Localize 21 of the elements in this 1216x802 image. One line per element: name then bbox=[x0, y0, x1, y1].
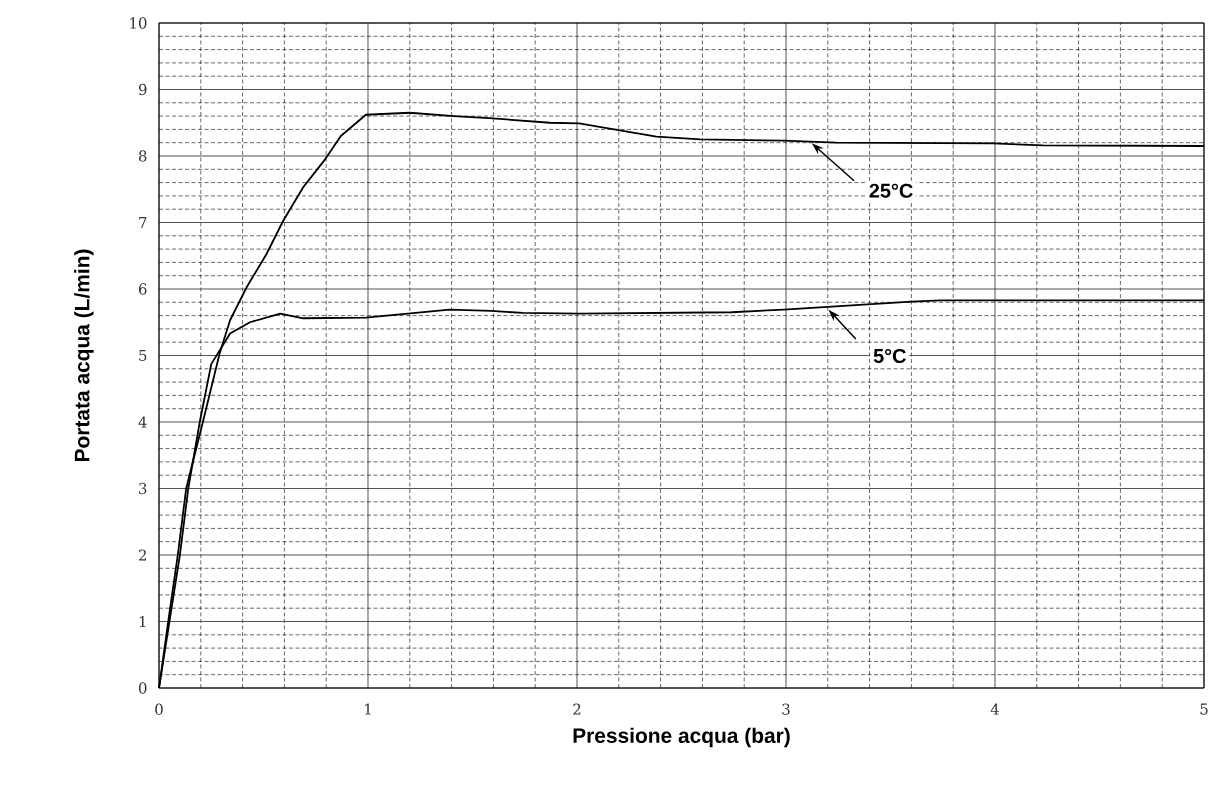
y-tick-label: 0 bbox=[138, 682, 147, 694]
x-tick-label: 1 bbox=[365, 703, 371, 715]
y-tick-label: 8 bbox=[138, 150, 147, 162]
x-tick-label: 5 bbox=[1200, 703, 1208, 715]
y-tick-label: 4 bbox=[138, 416, 147, 428]
y-tick-label: 7 bbox=[139, 217, 147, 228]
y-tick-label: 3 bbox=[139, 482, 147, 495]
x-tick-label: 3 bbox=[782, 703, 790, 715]
annotation: 5°C bbox=[873, 348, 906, 363]
y-tick-label: 1 bbox=[139, 615, 146, 628]
x-tick-label: 0 bbox=[155, 703, 163, 715]
y-tick-label: 10 bbox=[130, 17, 147, 29]
x-tick-label: 4 bbox=[990, 703, 999, 715]
x-axis-title: Pressione acqua (bar) bbox=[573, 727, 790, 748]
x-tick-label: 2 bbox=[573, 703, 581, 715]
y-tick-label: 5 bbox=[139, 349, 147, 362]
y-tick-label: 9 bbox=[138, 83, 147, 96]
y-tick-label: 6 bbox=[138, 283, 147, 295]
y-axis-title: Portata acqua (L/min) bbox=[74, 249, 94, 462]
annotation: 25°C bbox=[869, 183, 913, 198]
y-tick-label: 2 bbox=[138, 549, 146, 561]
